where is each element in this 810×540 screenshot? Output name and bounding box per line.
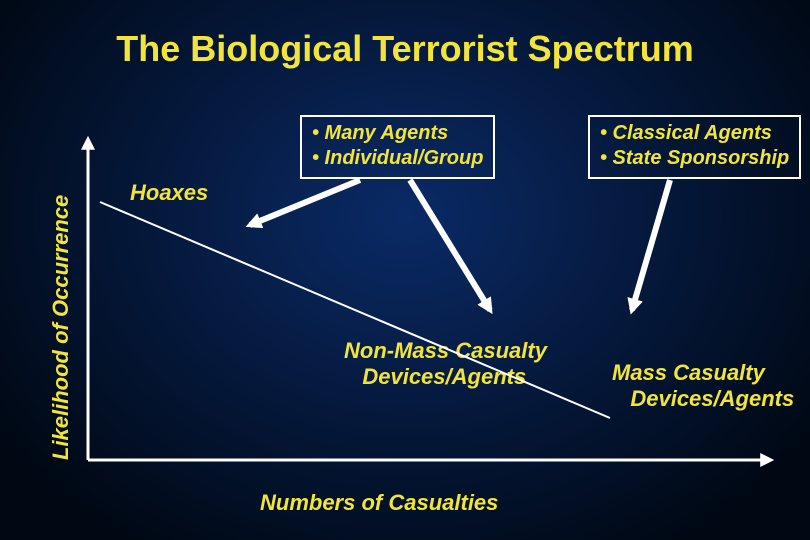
box-right-line1: • Classical Agents (600, 122, 772, 144)
box-left-line1: • Many Agents (312, 122, 448, 144)
x-axis-label: Numbers of Casualties (260, 490, 498, 516)
non-mass-line2: Devices/Agents (362, 364, 526, 389)
slide-root: The Biological Terrorist Spectrum Likeli… (0, 0, 810, 540)
mass-line1: Mass Casualty (612, 360, 765, 385)
mass-casualty-label: Mass Casualty Devices/Agents (612, 360, 794, 412)
box-right-line2: • State Sponsorship (600, 147, 789, 169)
box-classical-agents: • Classical Agents • State Sponsorship (588, 115, 801, 179)
y-axis-label: Likelihood of Occurrence (48, 195, 74, 460)
slide-title: The Biological Terrorist Spectrum (0, 28, 810, 70)
box-many-agents: • Many Agents • Individual/Group (300, 115, 495, 179)
diagram-svg (0, 0, 810, 540)
non-mass-line1: Non-Mass Casualty (344, 338, 547, 363)
box-left-line2: • Individual/Group (312, 147, 483, 169)
hoaxes-label: Hoaxes (130, 180, 208, 206)
mass-line2: Devices/Agents (630, 386, 794, 411)
non-mass-casualty-label: Non-Mass Casualty Devices/Agents (344, 338, 547, 390)
